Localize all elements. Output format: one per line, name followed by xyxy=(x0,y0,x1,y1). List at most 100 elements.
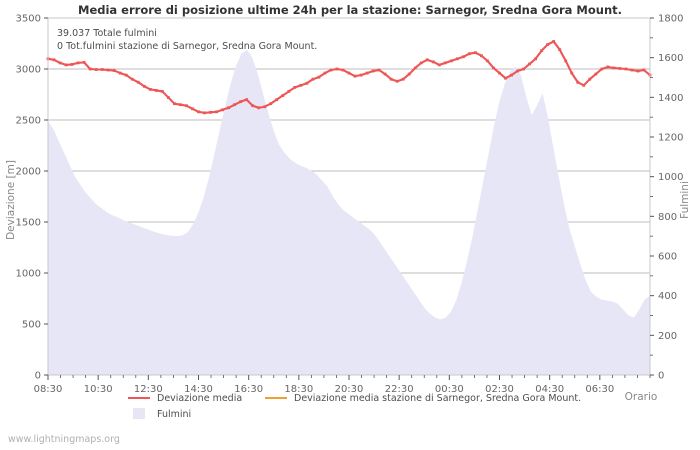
page-title: Media errore di posizione ultime 24h per… xyxy=(78,3,622,17)
y2-tick-label: 1800 xyxy=(658,14,683,25)
y-tick-label: 2000 xyxy=(16,167,41,178)
y2-tick-label: 1000 xyxy=(658,172,683,183)
data-point-marker xyxy=(419,61,423,65)
data-point-marker xyxy=(94,68,98,71)
data-point-marker xyxy=(106,68,110,72)
y-tick-label: 3500 xyxy=(16,14,41,25)
data-point-marker xyxy=(347,71,351,75)
data-point-marker xyxy=(576,80,580,84)
data-point-marker xyxy=(642,68,646,72)
data-point-marker xyxy=(142,84,146,88)
data-point-marker xyxy=(191,107,194,111)
data-point-marker xyxy=(588,77,592,81)
x-tick-label: 08:30 xyxy=(34,384,63,395)
legend-area-swatch xyxy=(133,408,145,419)
data-point-marker xyxy=(510,73,513,77)
y2-tick-label: 800 xyxy=(658,212,677,223)
data-point-marker xyxy=(287,90,291,93)
data-point-marker xyxy=(203,111,206,115)
data-point-marker xyxy=(377,68,381,72)
data-point-marker xyxy=(311,77,315,81)
y2-tick-label: 0 xyxy=(658,371,664,382)
x-tick-label: 18:30 xyxy=(284,384,313,395)
data-point-marker xyxy=(407,72,411,76)
legend-label: Deviazione media stazione di Sarnegor, S… xyxy=(294,393,581,404)
data-point-marker xyxy=(534,57,538,61)
data-point-marker xyxy=(257,106,261,110)
data-point-marker xyxy=(618,67,622,70)
x-tick-label: 00:30 xyxy=(435,384,464,395)
data-point-marker xyxy=(221,108,224,112)
data-point-marker xyxy=(582,83,586,87)
data-point-marker xyxy=(461,55,465,59)
annotation-station-lightning: 0 Tot.fulmini stazione di Sarnegor, Sred… xyxy=(57,41,317,52)
data-point-marker xyxy=(558,48,562,52)
data-point-marker xyxy=(600,67,604,71)
data-point-marker xyxy=(317,75,321,79)
data-point-marker xyxy=(636,69,640,73)
data-point-marker xyxy=(167,96,170,99)
data-point-marker xyxy=(401,77,405,81)
data-point-marker xyxy=(353,74,357,78)
data-point-marker xyxy=(82,60,86,64)
data-point-marker xyxy=(606,65,610,69)
data-point-marker xyxy=(52,58,56,62)
y-tick-label: 500 xyxy=(22,320,41,331)
chart-legend: Deviazione media Deviazione media stazion… xyxy=(128,393,581,420)
x-axis-label: Orario xyxy=(625,391,658,403)
data-point-marker xyxy=(118,71,122,75)
y2-tick-label: 400 xyxy=(658,291,677,302)
data-point-marker xyxy=(486,59,489,63)
data-point-marker xyxy=(516,69,519,73)
x-tick-label: 02:30 xyxy=(485,384,514,395)
data-point-marker xyxy=(437,63,441,67)
data-point-marker xyxy=(449,59,453,63)
data-point-marker xyxy=(160,90,164,93)
footer-link: www.lightningmaps.org xyxy=(8,434,120,445)
y2-tick-label: 1400 xyxy=(658,93,683,104)
data-point-marker xyxy=(112,69,116,72)
data-point-marker xyxy=(299,83,303,87)
data-point-marker xyxy=(130,77,134,81)
x-tick-label: 04:30 xyxy=(535,384,564,395)
data-point-marker xyxy=(468,52,471,56)
series-area-fulmini xyxy=(48,49,650,375)
data-point-marker xyxy=(480,54,483,58)
x-tick-label: 06:30 xyxy=(585,384,614,395)
data-point-marker xyxy=(136,80,140,84)
data-point-marker xyxy=(630,68,634,72)
data-point-marker xyxy=(474,51,477,55)
data-point-marker xyxy=(359,73,363,77)
data-point-marker xyxy=(594,72,598,76)
data-point-marker xyxy=(154,89,158,92)
data-point-marker xyxy=(275,98,279,101)
data-point-marker xyxy=(239,100,243,104)
data-point-marker xyxy=(227,106,230,110)
plot-area: 0 500 1000 1500 2000 2500 3000 3500 0 200 400 600 80… xyxy=(16,14,684,396)
x-tick-label: 22:30 xyxy=(385,384,414,395)
data-point-marker xyxy=(58,61,62,65)
data-point-marker xyxy=(443,61,447,65)
data-point-marker xyxy=(100,68,104,71)
data-point-marker xyxy=(215,110,218,114)
y-tick-label: 0 xyxy=(35,371,41,382)
data-point-marker xyxy=(263,105,267,109)
data-point-marker xyxy=(64,63,68,67)
data-point-marker xyxy=(341,68,345,72)
data-point-marker xyxy=(251,104,255,108)
x-tick-label: 16:30 xyxy=(234,384,263,395)
data-point-marker xyxy=(329,68,333,72)
data-point-marker xyxy=(455,57,459,61)
data-point-marker xyxy=(425,58,429,62)
y2-tick-label: 600 xyxy=(658,252,677,263)
data-point-marker xyxy=(281,94,285,97)
y2-tick-label: 1200 xyxy=(658,133,683,144)
data-point-marker xyxy=(413,66,417,70)
y-axis-label: Deviazione [m] xyxy=(5,160,17,240)
data-point-marker xyxy=(546,43,550,46)
data-point-marker xyxy=(233,103,237,107)
data-point-marker xyxy=(293,85,297,89)
data-point-marker xyxy=(540,49,544,53)
data-point-marker xyxy=(371,69,375,73)
data-point-marker xyxy=(498,71,501,75)
